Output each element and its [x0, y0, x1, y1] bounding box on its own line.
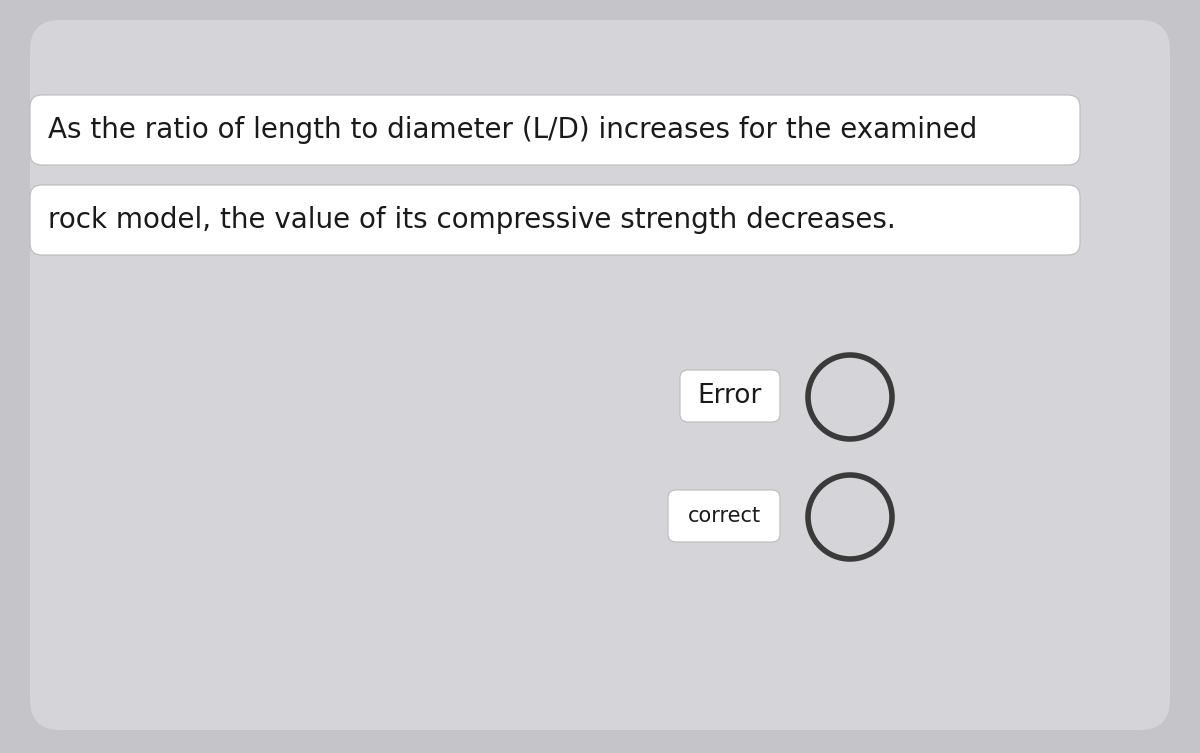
- Text: rock model, the value of its compressive strength decreases.: rock model, the value of its compressive…: [48, 206, 895, 234]
- Text: correct: correct: [688, 506, 761, 526]
- Text: Error: Error: [698, 383, 762, 409]
- FancyBboxPatch shape: [30, 185, 1080, 255]
- Text: As the ratio of length to diameter (L/D) increases for the examined: As the ratio of length to diameter (L/D)…: [48, 116, 977, 144]
- FancyBboxPatch shape: [680, 370, 780, 422]
- Circle shape: [808, 475, 892, 559]
- Circle shape: [808, 355, 892, 439]
- FancyBboxPatch shape: [30, 20, 1170, 730]
- FancyBboxPatch shape: [30, 95, 1080, 165]
- FancyBboxPatch shape: [668, 490, 780, 542]
